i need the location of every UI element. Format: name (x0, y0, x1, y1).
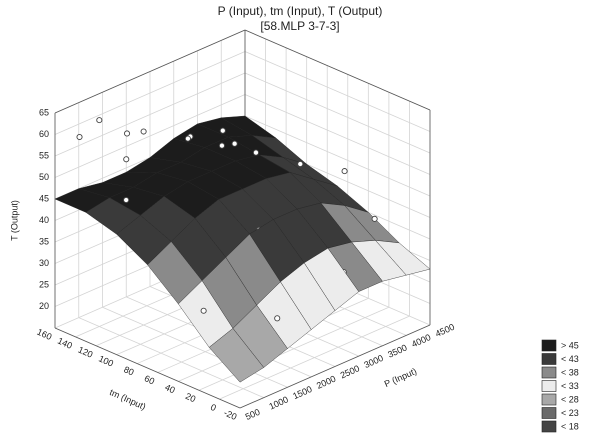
y-tick-label: -20 (222, 408, 238, 422)
z-tick-label: 55 (39, 150, 49, 160)
data-point (218, 142, 225, 149)
z-axis-label: T (Output) (9, 200, 19, 241)
z-tick-label: 35 (39, 236, 49, 246)
grid-line (244, 94, 431, 175)
legend-label: < 43 (561, 354, 579, 364)
y-tick-label: 120 (77, 345, 95, 360)
x-tick-label: 1500 (291, 384, 313, 401)
data-point (371, 215, 378, 222)
data-point (274, 315, 281, 322)
grid-line (244, 115, 431, 197)
legend-swatch (541, 380, 557, 392)
legend-label: < 18 (561, 421, 579, 431)
legend-swatch (541, 353, 557, 365)
grid-line (244, 72, 431, 154)
data-point (184, 135, 191, 142)
z-tick-label: 50 (39, 172, 49, 182)
grid-line (78, 317, 264, 398)
data-point (252, 149, 260, 156)
z-tick-label: 25 (39, 279, 49, 289)
data-point (231, 140, 238, 147)
z-tick-label: 45 (39, 193, 49, 203)
box-edge (244, 29, 431, 111)
data-point (341, 168, 348, 175)
y-tick-label: 80 (122, 364, 135, 377)
x-tick-label: 3500 (386, 342, 408, 359)
x-tick-label: 500 (244, 407, 262, 422)
data-point (200, 307, 207, 314)
y-axis-label: tm (Input) (108, 387, 147, 412)
y-tick-label: 0 (209, 402, 218, 413)
surface-cell (208, 328, 265, 383)
z-tick-label: 60 (39, 129, 49, 139)
grid-line (102, 306, 288, 388)
data-point (76, 133, 83, 141)
y-tick-label: 60 (143, 373, 156, 386)
x-tick-label: 3000 (362, 353, 384, 370)
legend-label: < 33 (561, 381, 579, 391)
z-tick-label: 40 (39, 215, 49, 225)
x-tick-label: 4500 (434, 322, 456, 339)
legend-swatch (541, 393, 557, 406)
grid-line (244, 51, 431, 132)
y-tick-label: 140 (56, 336, 74, 351)
legend-swatch (541, 339, 557, 352)
x-axis-label: P (Input) (383, 366, 418, 389)
y-tick-label: 160 (35, 327, 53, 342)
data-point (123, 130, 131, 137)
box-edge (54, 29, 246, 114)
legend-swatch (541, 407, 557, 419)
legend-swatch (541, 366, 557, 379)
z-tick-label: 20 (39, 301, 49, 311)
grid-line (219, 315, 410, 400)
y-tick-label: 40 (163, 382, 176, 395)
y-tick-label: 100 (97, 353, 115, 368)
x-tick-label: 2000 (315, 374, 337, 391)
x-tick-label: 1000 (267, 394, 289, 411)
data-point (96, 117, 103, 124)
grid-line (198, 306, 390, 391)
data-point (219, 127, 226, 134)
legend-label: < 38 (561, 367, 579, 377)
box-edge (54, 327, 241, 409)
z-tick-label: 65 (39, 107, 49, 117)
data-point (123, 156, 130, 163)
data-point (123, 196, 130, 204)
z-tick-label: 30 (39, 258, 49, 268)
data-point (140, 128, 147, 135)
chart-title: P (Input), tm (Input), T (Output) (218, 4, 383, 18)
legend-label: < 28 (561, 394, 579, 404)
y-tick-label: 20 (184, 391, 197, 404)
data-point (297, 160, 304, 168)
box-edge (239, 324, 431, 409)
chart-subtitle: [58.MLP 3-7-3] (260, 19, 339, 33)
legend-label: > 45 (561, 340, 579, 350)
x-tick-label: 2500 (339, 363, 361, 380)
legend-label: < 23 (561, 408, 579, 418)
legend-swatch (541, 420, 557, 433)
x-tick-label: 4000 (410, 332, 432, 349)
